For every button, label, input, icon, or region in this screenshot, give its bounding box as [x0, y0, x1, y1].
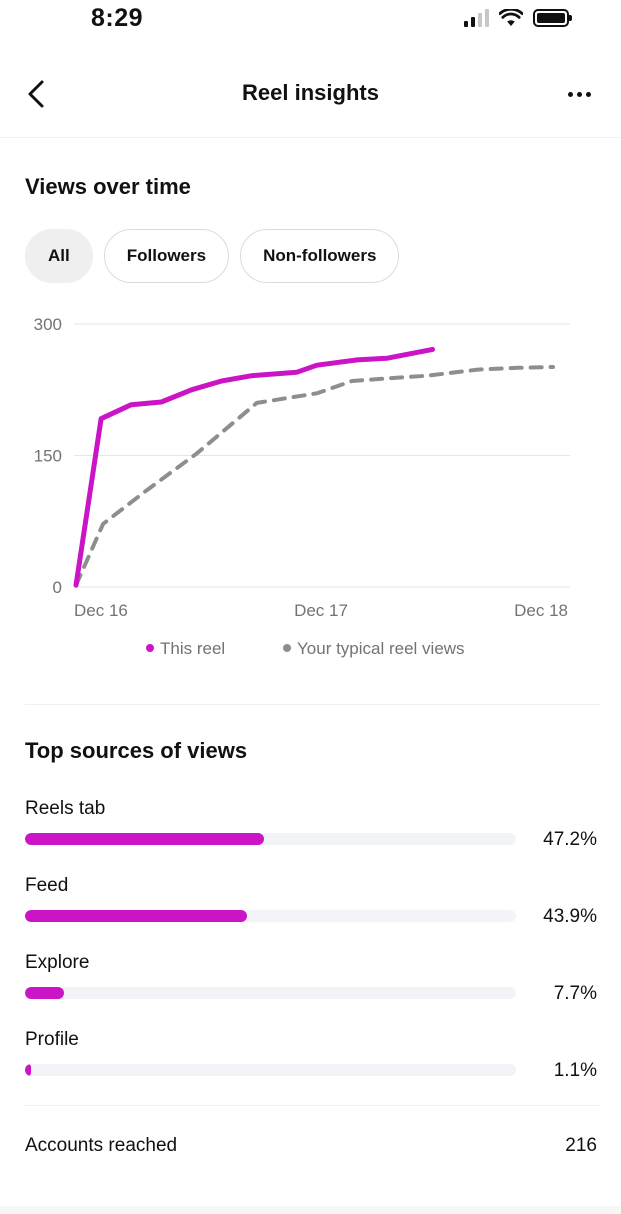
page-title: Reel insights [242, 80, 379, 105]
status-icons [464, 9, 572, 27]
views-chart: 0 150 300 Dec 16 Dec 17 Dec 18 This reel Your t… [34, 315, 570, 658]
y-tick-label: 150 [34, 447, 62, 466]
source-label: Feed [25, 875, 69, 896]
section-divider [25, 1105, 600, 1106]
y-tick-label: 0 [53, 578, 62, 597]
x-tick-label: Dec 18 [514, 601, 568, 620]
header: Reel insights [0, 60, 621, 124]
source-value: 47.2% [543, 829, 597, 850]
source-label: Reels tab [25, 798, 106, 819]
sources-section-title: Top sources of views [25, 738, 248, 763]
filter-chips: All Followers Non-followers [25, 229, 400, 283]
legend-label: Your typical reel views [297, 639, 465, 658]
source-value: 7.7% [553, 983, 597, 1004]
source-bar-fill [25, 987, 64, 999]
x-tick-label: Dec 16 [74, 601, 128, 620]
legend-dot [283, 644, 291, 652]
accounts-reached-value: 216 [565, 1135, 597, 1156]
source-label: Explore [25, 952, 90, 973]
bottom-divider [0, 1206, 621, 1214]
source-bar-fill [25, 833, 264, 845]
wifi-icon [499, 9, 523, 26]
x-tick-label: Dec 17 [294, 601, 348, 620]
back-button[interactable] [26, 74, 70, 114]
legend-label: This reel [160, 639, 225, 658]
y-tick-label: 300 [34, 315, 62, 334]
accounts-reached-label: Accounts reached [25, 1135, 178, 1156]
legend-dot [146, 644, 154, 652]
battery-icon [533, 9, 572, 27]
more-horizontal-icon [568, 91, 573, 97]
source-bar-track [25, 910, 516, 922]
source-bar-track [25, 833, 516, 845]
filter-chip-followers[interactable]: Followers [103, 229, 230, 283]
source-label: Profile [25, 1029, 79, 1050]
status-bar: 8:29 [0, 0, 621, 44]
source-bar-fill [25, 910, 248, 922]
source-bar-track [25, 1064, 516, 1076]
series-line-this-reel [73, 346, 435, 588]
chevron-left-icon [28, 80, 44, 108]
header-divider [0, 137, 621, 138]
status-time: 8:29 [91, 4, 144, 32]
views-section-title: Views over time [25, 174, 191, 199]
source-value: 43.9% [543, 906, 597, 927]
source-value: 1.1% [553, 1060, 597, 1081]
section-divider [25, 704, 600, 705]
series-line-typical [74, 365, 555, 588]
filter-chip-non-followers[interactable]: Non-followers [240, 229, 400, 283]
source-bar-fill [25, 1064, 31, 1076]
source-bar-track [25, 987, 516, 999]
cellular-signal-icon [464, 9, 489, 27]
filter-chip-all[interactable]: All [25, 229, 93, 283]
more-options-button[interactable] [551, 82, 591, 106]
